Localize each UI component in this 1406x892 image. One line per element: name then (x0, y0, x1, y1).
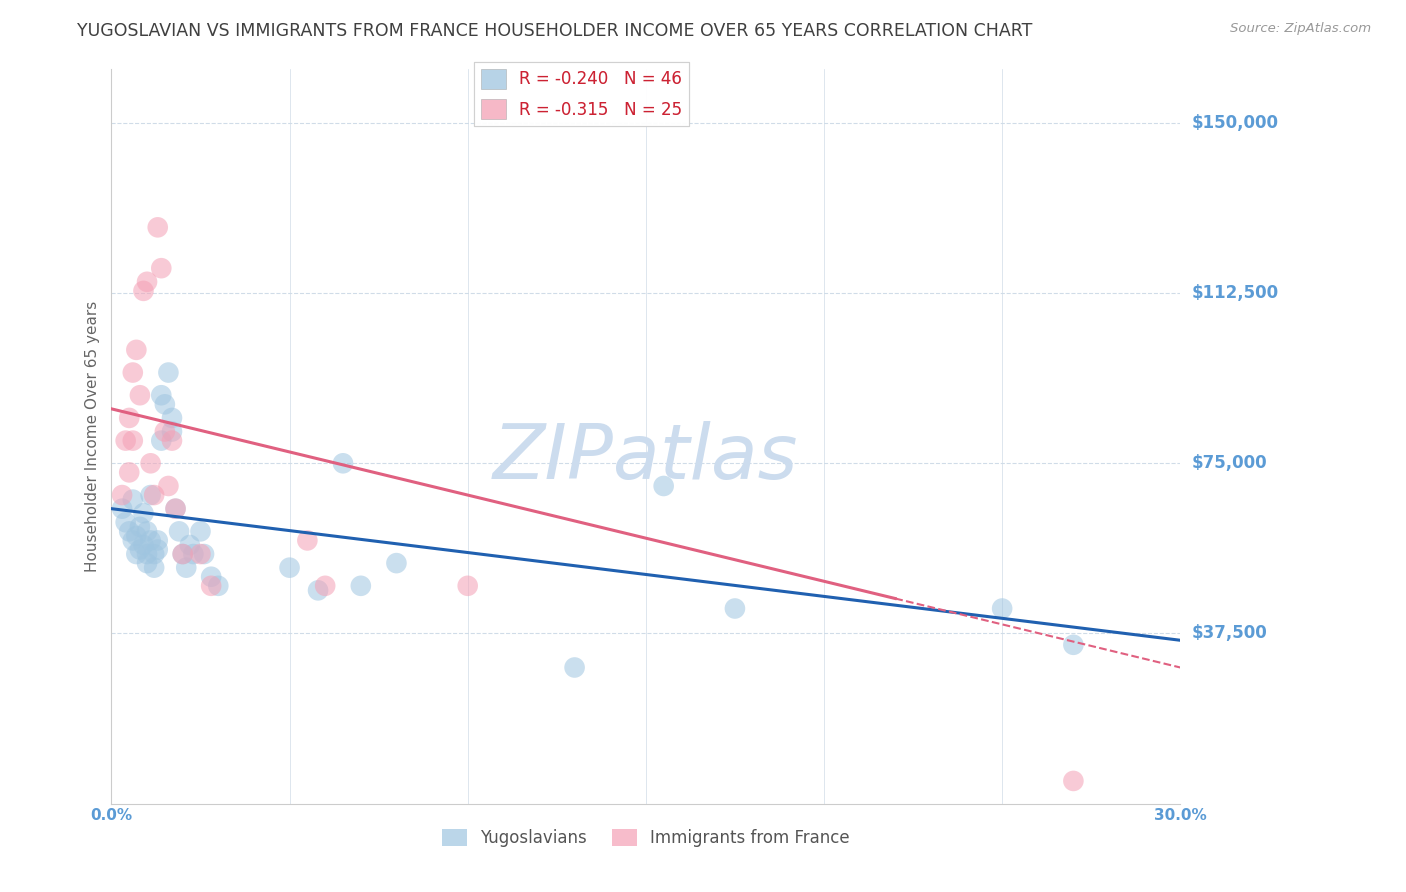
Text: $75,000: $75,000 (1191, 454, 1267, 472)
Point (121, 533, 143, 548)
Point (129, 388, 152, 402)
Point (172, 547, 194, 561)
Point (278, 560, 301, 574)
Point (143, 560, 166, 574)
Point (991, 601, 1014, 615)
Point (157, 479, 180, 493)
Point (150, 261, 173, 276)
Point (385, 556, 408, 570)
Point (165, 501, 187, 516)
Point (564, 660, 586, 674)
Point (132, 538, 155, 552)
Point (136, 524, 159, 539)
Legend: R = -0.240   N = 46, R = -0.315   N = 25: R = -0.240 N = 46, R = -0.315 N = 25 (474, 62, 689, 126)
Point (129, 542, 152, 557)
Point (118, 411, 141, 425)
Point (160, 425, 183, 439)
Point (146, 542, 169, 557)
Point (153, 397, 176, 411)
Point (157, 366, 180, 380)
Point (143, 488, 166, 502)
Point (118, 466, 141, 480)
Point (207, 579, 229, 593)
Point (125, 529, 148, 543)
Point (457, 579, 479, 593)
Point (724, 601, 747, 615)
Point (139, 533, 162, 548)
Point (132, 284, 155, 298)
Text: Source: ZipAtlas.com: Source: ZipAtlas.com (1230, 22, 1371, 36)
Point (146, 533, 169, 548)
Point (1062, 773, 1084, 788)
Text: $37,500: $37,500 (1191, 624, 1267, 642)
Point (121, 434, 143, 448)
Point (139, 456, 162, 470)
Point (172, 547, 194, 561)
Point (118, 524, 141, 539)
Point (121, 366, 143, 380)
Point (183, 547, 205, 561)
Point (150, 388, 173, 402)
Point (314, 579, 336, 593)
Y-axis label: Householder Income Over 65 years: Householder Income Over 65 years (86, 301, 100, 572)
Point (190, 524, 212, 539)
Point (190, 547, 212, 561)
Point (139, 488, 162, 502)
Point (200, 579, 222, 593)
Point (114, 434, 136, 448)
Point (1062, 638, 1084, 652)
Point (121, 492, 143, 507)
Point (150, 434, 173, 448)
Text: $112,500: $112,500 (1191, 285, 1278, 302)
Point (114, 516, 136, 530)
Point (652, 479, 675, 493)
Point (332, 456, 354, 470)
Point (165, 501, 187, 516)
Point (160, 411, 183, 425)
Point (174, 560, 197, 574)
Point (200, 570, 222, 584)
Text: ZIPatlas: ZIPatlas (494, 421, 799, 495)
Point (167, 524, 190, 539)
Point (132, 506, 155, 520)
Point (111, 501, 134, 516)
Point (179, 538, 201, 552)
Point (160, 434, 183, 448)
Text: YUGOSLAVIAN VS IMMIGRANTS FROM FRANCE HOUSEHOLDER INCOME OVER 65 YEARS CORRELATI: YUGOSLAVIAN VS IMMIGRANTS FROM FRANCE HO… (77, 22, 1032, 40)
Point (307, 583, 329, 598)
Point (136, 556, 159, 570)
Text: $150,000: $150,000 (1191, 114, 1278, 132)
Point (143, 547, 166, 561)
Point (350, 579, 373, 593)
Point (136, 547, 159, 561)
Point (136, 275, 159, 289)
Point (111, 488, 134, 502)
Point (129, 520, 152, 534)
Point (297, 533, 319, 548)
Point (125, 343, 148, 357)
Point (153, 425, 176, 439)
Point (146, 220, 169, 235)
Point (193, 547, 215, 561)
Point (125, 547, 148, 561)
